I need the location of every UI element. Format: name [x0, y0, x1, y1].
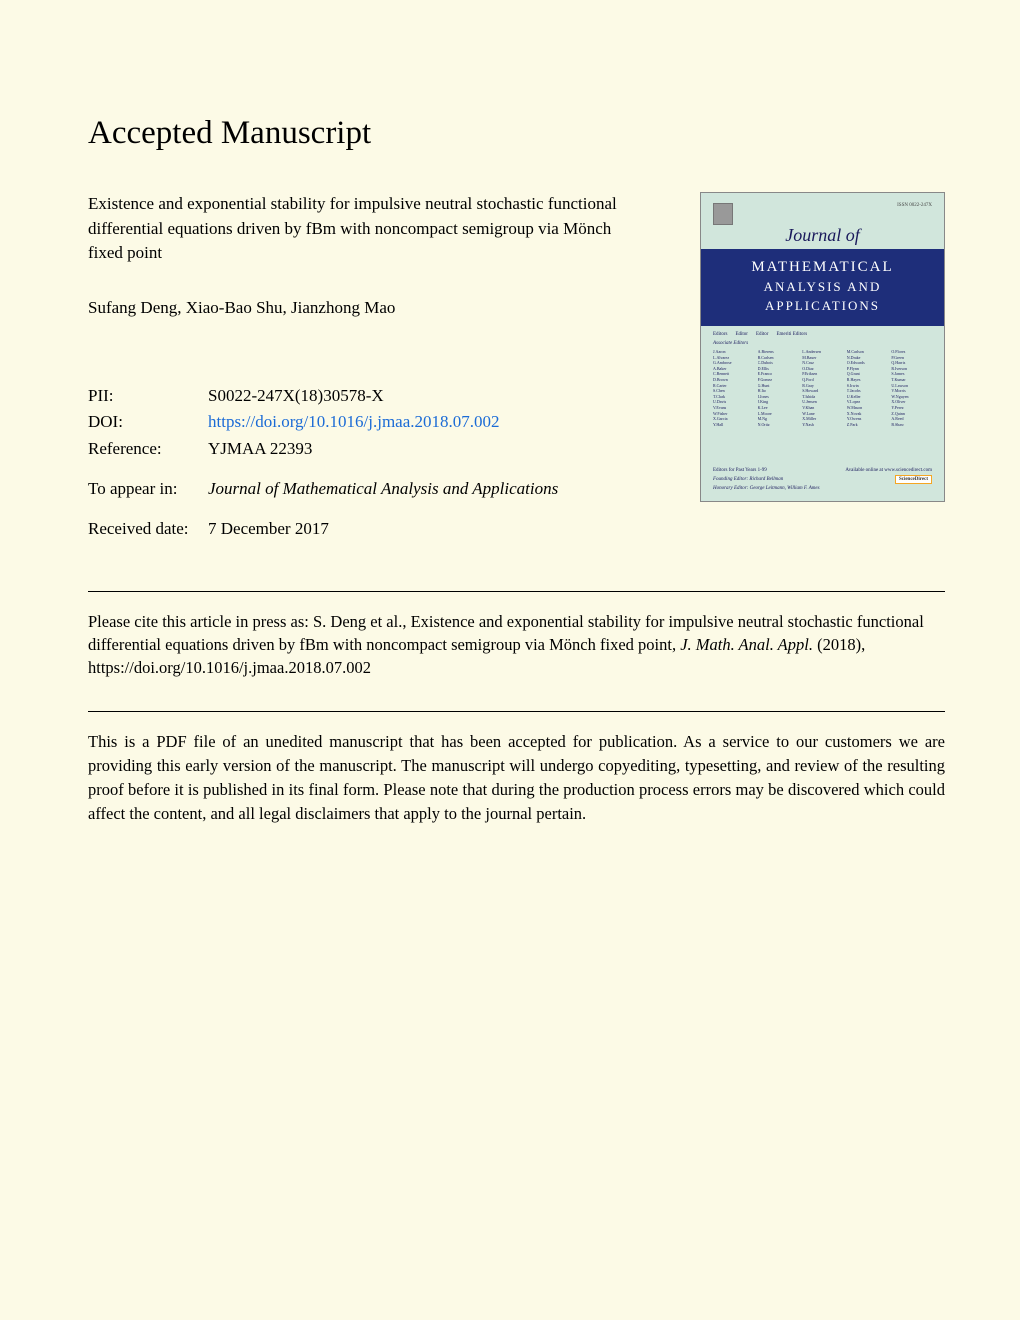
article-title: Existence and exponential stability for …	[88, 192, 648, 266]
meta-value-toappear: Journal of Mathematical Analysis and App…	[208, 476, 558, 502]
cover-assoc-name: Y.Nash	[802, 422, 843, 428]
elsevier-logo-icon	[713, 203, 733, 225]
cover-editors-emeriti: Emeriti Editors	[776, 332, 807, 337]
top-row: Existence and exponential stability for …	[88, 192, 945, 543]
cover-assoc-label: Associate Editors	[713, 341, 932, 346]
left-column: Existence and exponential stability for …	[88, 192, 660, 543]
meta-row-doi: DOI: https://doi.org/10.1016/j.jmaa.2018…	[88, 409, 660, 435]
cover-issn: ISSN 0022-247X	[897, 203, 932, 208]
cover-editors-strip: Editors Editor Editor Emeriti Editors	[713, 332, 932, 337]
meta-row-toappear: To appear in: Journal of Mathematical An…	[88, 476, 660, 502]
cover-editors-label: Editors	[713, 332, 727, 337]
meta-label-doi: DOI:	[88, 409, 208, 435]
cover-title-line2: ANALYSIS AND	[705, 279, 940, 295]
cover-bottom-left-2: Founding Editor: Richard Bellman	[713, 477, 783, 482]
cover-editor-a: Editor	[735, 332, 748, 337]
meta-row-pii: PII: S0022-247X(18)30578-X	[88, 383, 660, 409]
meta-value-received: 7 December 2017	[208, 516, 329, 542]
cover-bottom-right: Available online at www.sciencedirect.co…	[845, 468, 932, 473]
meta-label-toappear: To appear in:	[88, 476, 208, 502]
cover-title-line3: APPLICATIONS	[705, 298, 940, 314]
cover-bottom-left-3: Honorary Editor: George Leitmann, Willia…	[713, 486, 932, 491]
doi-link[interactable]: https://doi.org/10.1016/j.jmaa.2018.07.0…	[208, 409, 500, 435]
cover-bottom: Editors for Past Years 1-99 Available on…	[713, 468, 932, 491]
meta-row-reference: Reference: YJMAA 22393	[88, 436, 660, 462]
cover-title-block: MATHEMATICAL ANALYSIS AND APPLICATIONS	[701, 249, 944, 326]
sciencedirect-badge: ScienceDirect	[895, 475, 932, 484]
meta-label-received: Received date:	[88, 516, 208, 542]
meta-value-reference: YJMAA 22393	[208, 436, 312, 462]
cover-assoc-grid: J.AaronL.AlvarezG.AmbroseA.BakerC.Bennet…	[713, 349, 932, 427]
cover-assoc-name: Z.Park	[847, 422, 888, 428]
meta-value-pii: S0022-247X(18)30578-X	[208, 383, 384, 409]
cover-assoc-name: B.Shaw	[891, 422, 932, 428]
cover-editor-b: Editor	[756, 332, 769, 337]
cite-journal: J. Math. Anal. Appl.	[680, 635, 813, 654]
meta-label-reference: Reference:	[88, 436, 208, 462]
citation-text: Please cite this article in press as: S.…	[88, 591, 945, 679]
cover-bottom-left-1: Editors for Past Years 1-99	[713, 468, 767, 473]
meta-label-pii: PII:	[88, 383, 208, 409]
cover-journal-of: Journal of	[713, 225, 932, 246]
page-title: Accepted Manuscript	[88, 115, 945, 152]
cover-title-line1: MATHEMATICAL	[705, 259, 940, 276]
article-authors: Sufang Deng, Xiao-Bao Shu, Jianzhong Mao	[88, 298, 660, 318]
cover-assoc-name: N.Ortiz	[758, 422, 799, 428]
cover-assoc-name: Y.Hall	[713, 422, 754, 428]
meta-row-received: Received date: 7 December 2017	[88, 516, 660, 542]
journal-cover: ISSN 0022-247X Journal of MATHEMATICAL A…	[700, 192, 945, 502]
disclaimer-text: This is a PDF file of an unedited manusc…	[88, 711, 945, 826]
